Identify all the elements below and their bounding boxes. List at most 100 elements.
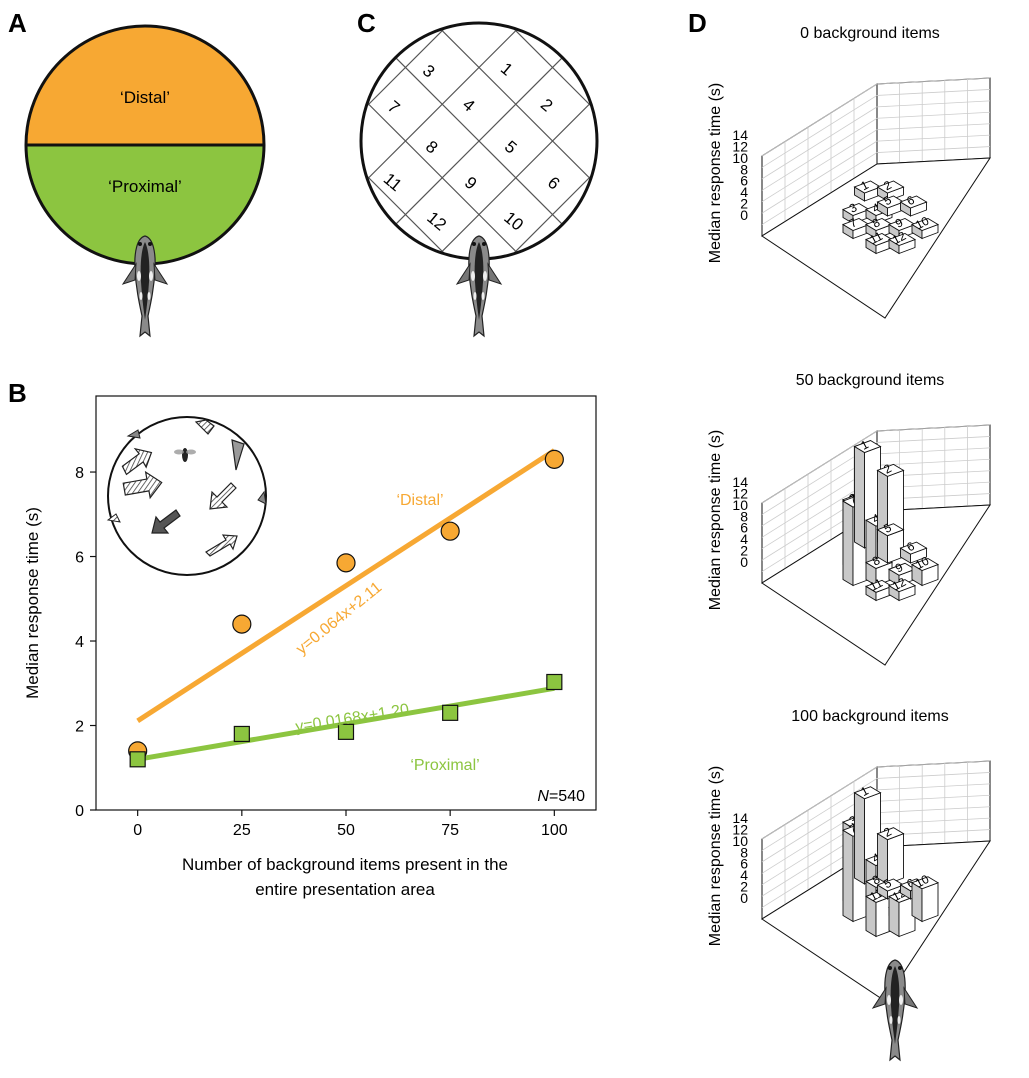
sector-label: 11 [380, 169, 406, 195]
proximal-half [26, 145, 264, 264]
bar-label: 12 [890, 575, 909, 594]
point-proximal [337, 723, 355, 740]
bar: 12 [887, 229, 917, 255]
bar-top-face [876, 463, 905, 477]
point-proximal [546, 673, 563, 691]
z-tick-label: 12 [732, 138, 748, 154]
grid-line [761, 106, 878, 180]
y-axis-label: Median response time (s) [23, 507, 42, 699]
grid-line [876, 424, 991, 432]
point-proximal [129, 751, 146, 768]
sample-size-n: N [537, 788, 549, 805]
point-distal [336, 553, 356, 573]
point-proximal [442, 704, 459, 721]
z-tick-label: 10 [732, 150, 748, 166]
sample-size: N=540 [537, 788, 585, 805]
bar-top-face [887, 579, 917, 593]
y-tick-label: 6 [75, 550, 84, 567]
grid-line [761, 129, 878, 203]
sector-label: 10 [500, 208, 527, 235]
sector-label: 5 [501, 137, 520, 158]
bar: 5 [876, 193, 905, 217]
panel-label-c: C [357, 8, 376, 38]
fish-icon-c [456, 235, 502, 337]
distractor-arrow-6 [205, 534, 238, 557]
bar-top-face [910, 876, 940, 890]
distractor-arrow-2 [122, 470, 163, 500]
bar-right-face [887, 833, 904, 885]
z-tick-label: 10 [732, 497, 748, 513]
grid-line [876, 794, 991, 802]
grid-line [410, 23, 597, 210]
sector-label: 2 [537, 95, 556, 116]
z-tick-label: 6 [740, 173, 748, 189]
bar-top-face [910, 557, 940, 571]
z-tick-label: 4 [740, 867, 748, 883]
z-tick-label: 14 [732, 474, 748, 490]
z-tick-label: 10 [732, 833, 748, 849]
z-tick-label: 14 [732, 127, 748, 143]
bar: 10 [910, 554, 940, 587]
point-distal [544, 449, 564, 469]
bar-label: 10 [913, 554, 932, 573]
distractor-triangle [231, 439, 245, 471]
z-tick-label: 6 [740, 520, 748, 536]
grid-line [761, 117, 878, 191]
distal-half [26, 26, 264, 145]
data-points [128, 449, 564, 768]
distractor-edge-2 [257, 490, 267, 505]
sector-label: 9 [461, 173, 480, 194]
bar: 2 [876, 178, 905, 202]
z-axis-label: Median response time (s) [707, 83, 724, 264]
bar-top-face [887, 233, 917, 246]
grid-line [876, 100, 991, 108]
y-tick-label: 8 [75, 465, 84, 482]
bar: 9 [887, 215, 917, 240]
x-tick-label: 50 [337, 822, 355, 839]
distal-label: ‘Distal’ [120, 88, 170, 107]
grid-line [876, 806, 991, 814]
bar-left-face [854, 445, 865, 549]
bar: 10 [910, 872, 940, 923]
grid-line [876, 134, 991, 142]
z-tick-label: 8 [740, 161, 748, 177]
grid-line [876, 436, 991, 443]
y-tick-label: 4 [75, 634, 84, 651]
panel-a-arena: ‘Distal’ ‘Proximal’ [24, 24, 266, 337]
grid-line [876, 458, 991, 466]
grid-line [761, 83, 878, 157]
z-tick-label: 4 [740, 531, 748, 547]
bar-top-face [899, 195, 928, 209]
fly-icon [174, 448, 196, 462]
z-axis-label: Median response time (s) [707, 766, 724, 947]
grid-line [876, 89, 991, 96]
sector-label: 6 [544, 173, 563, 194]
y-tick-label: 0 [75, 803, 84, 820]
point-proximal [233, 725, 250, 743]
grid-line [876, 760, 991, 768]
grid-line [761, 140, 878, 214]
grid-line [373, 23, 597, 247]
grid-line [410, 72, 597, 259]
bar-top-face [853, 786, 882, 800]
z-tick-label: 6 [740, 856, 748, 872]
panel-label-b: B [8, 378, 27, 408]
x-tick-label: 25 [233, 822, 251, 839]
grid-line [361, 23, 548, 210]
chart-b: 0 25 50 75 100 0 2 4 6 8 Median response time (s)… [23, 395, 597, 899]
panel-c-arena: 3 1 7 4 2 8 5 11 9 6 12 10 [359, 21, 599, 337]
right-wall [876, 77, 991, 165]
sector-labels: 3 1 7 4 2 8 5 11 9 6 12 10 [380, 59, 564, 235]
z-tick-label: 8 [740, 508, 748, 524]
bar-left-face [842, 500, 854, 587]
x-tick-label: 75 [441, 822, 459, 839]
fit-line-distal [136, 448, 556, 723]
sector-label: 12 [423, 208, 450, 235]
z-tick-label: 0 [740, 207, 748, 223]
grid-line [761, 95, 878, 168]
inset-arena [106, 416, 267, 576]
bar-right-face [921, 882, 939, 923]
y-tick-label: 2 [75, 719, 84, 736]
